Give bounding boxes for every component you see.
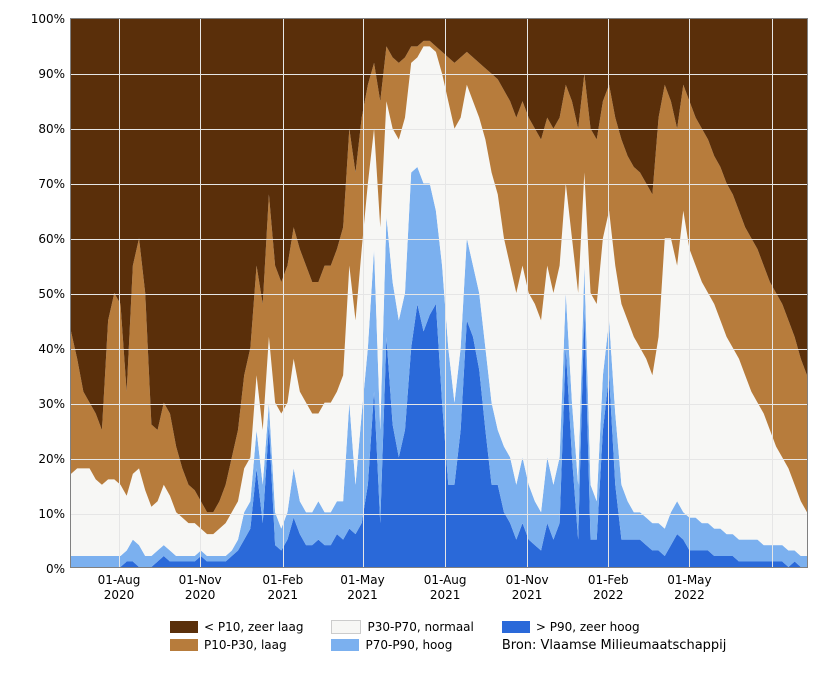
- x-tick-label: 01-Feb2022: [588, 567, 629, 603]
- x-tick-label: 01-Nov2020: [179, 567, 222, 603]
- legend-swatch: [502, 621, 530, 633]
- y-tick-label: 90%: [38, 67, 71, 81]
- legend-swatch: [331, 620, 361, 634]
- y-tick-label: 100%: [31, 12, 71, 26]
- x-tick-label: 01-May2022: [667, 567, 711, 603]
- x-tick-label: 01-Aug2020: [98, 567, 141, 603]
- legend-column: > P90, zeer hoog Bron: Vlaamse Milieumaat…: [502, 618, 727, 654]
- legend-label: < P10, zeer laag: [204, 620, 303, 634]
- y-tick-label: 40%: [38, 342, 71, 356]
- legend-item: P70-P90, hoog: [331, 636, 473, 654]
- y-tick-label: 10%: [38, 507, 71, 521]
- legend-item: < P10, zeer laag: [170, 618, 303, 636]
- legend-column: < P10, zeer laag P10-P30, laag: [170, 618, 303, 654]
- legend-label: > P90, zeer hoog: [536, 620, 640, 634]
- legend-label: P10-P30, laag: [204, 638, 287, 652]
- legend-item: > P90, zeer hoog: [502, 618, 727, 636]
- y-tick-label: 80%: [38, 122, 71, 136]
- y-tick-label: 70%: [38, 177, 71, 191]
- legend-swatch: [170, 639, 198, 651]
- legend-swatch: [331, 639, 359, 651]
- x-tick-label: 01-Feb2021: [262, 567, 303, 603]
- y-tick-label: 30%: [38, 397, 71, 411]
- x-tick-label: 01-Aug2021: [424, 567, 467, 603]
- y-tick-label: 60%: [38, 232, 71, 246]
- x-tick-label: 01-Nov2021: [506, 567, 549, 603]
- legend-column: P30-P70, normaal P70-P90, hoog: [331, 618, 473, 654]
- legend-label: P30-P70, normaal: [367, 620, 473, 634]
- legend-label: P70-P90, hoog: [365, 638, 452, 652]
- legend-item: P10-P30, laag: [170, 636, 303, 654]
- legend: < P10, zeer laag P10-P30, laag P30-P70, no…: [170, 618, 754, 654]
- source-text: Bron: Vlaamse Milieumaatschappij: [502, 636, 727, 654]
- stacked-area-chart: 0% 10% 20% 30% 40% 50% 60% 70% 80% 90% 100% 01-Aug2…: [0, 0, 838, 674]
- plot-area: 0%10%20%30%40%50%60%70%80%90%100%01-Aug2…: [70, 18, 808, 568]
- y-tick-label: 0%: [46, 562, 71, 576]
- legend-swatch: [170, 621, 198, 633]
- x-tick-label: 01-May2021: [340, 567, 384, 603]
- y-tick-label: 50%: [38, 287, 71, 301]
- y-tick-label: 20%: [38, 452, 71, 466]
- stacked-area-svg: [71, 19, 807, 567]
- legend-item: P30-P70, normaal: [331, 618, 473, 636]
